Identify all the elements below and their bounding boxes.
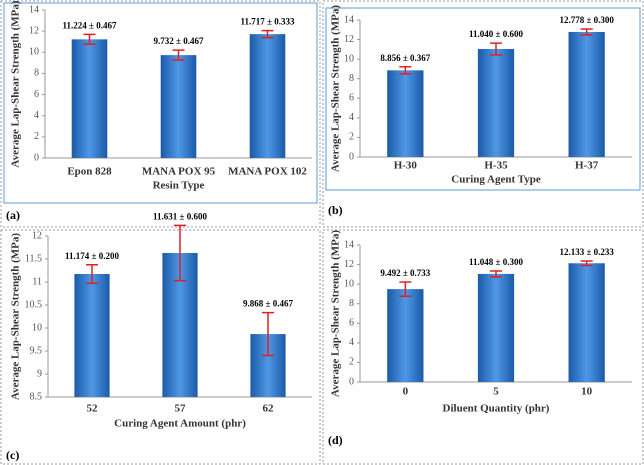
error-bar: [262, 311, 274, 357]
y-tick-label: 9: [37, 368, 42, 379]
y-tick-label: 0: [349, 376, 354, 387]
value-label: 8.856 ± 0.367: [380, 53, 430, 63]
y-tick-label: 0: [349, 151, 354, 162]
value-label: 11.040 ± 0.600: [469, 29, 523, 39]
bar: [477, 273, 515, 382]
x-tick-label: MANA POX 95: [142, 166, 216, 178]
y-tick-label: 9.5: [30, 345, 43, 356]
x-tick-label: 0: [403, 386, 409, 398]
error-bar: [86, 264, 98, 284]
y-tick-label: 11.5: [25, 253, 42, 264]
error-bar: [83, 33, 96, 46]
y-tick-label: 2: [349, 357, 354, 368]
value-label: 9.492 ± 0.733: [380, 268, 430, 278]
panel-frame: [0, 229, 321, 465]
y-tick-label: 2: [349, 132, 354, 143]
x-axis-title: Diluent Quantity (phr): [443, 403, 550, 415]
x-axis-title: Curing Agent Type: [451, 174, 541, 186]
y-tick-label: 8.5: [30, 391, 43, 402]
y-tick-label: 14: [344, 14, 354, 25]
panel-label: (c): [6, 448, 19, 462]
x-axis-title: Curing Agent Amount (phr): [114, 418, 246, 430]
plot-frame: [3, 2, 318, 204]
x-tick-label: 62: [263, 403, 275, 415]
y-tick-label: 12: [29, 25, 39, 36]
y-tick-label: 11: [32, 276, 42, 287]
y-tick-label: 2: [34, 131, 39, 142]
bar: [387, 289, 424, 382]
y-tick-label: 12: [344, 259, 354, 270]
error-bar: [580, 28, 593, 36]
y-tick-label: 10: [344, 278, 354, 289]
x-tick-label: 57: [175, 403, 187, 415]
x-axis-title: Resin Type: [153, 180, 205, 192]
error-bar: [172, 49, 185, 61]
bar: [568, 263, 605, 382]
x-tick-label: Epon 828: [67, 166, 112, 178]
y-tick-label: 10: [32, 322, 42, 333]
value-label: 9.868 ± 0.467: [243, 299, 293, 309]
y-tick-label: 4: [34, 110, 39, 121]
y-tick-label: 4: [349, 112, 354, 123]
value-label: 11.048 ± 0.300: [469, 257, 523, 267]
error-bar: [580, 260, 593, 267]
y-axis-title: Average Lap-Shear Strength (MPa): [10, 233, 22, 400]
y-tick-label: 14: [29, 4, 39, 15]
bar: [71, 39, 108, 159]
y-tick-label: 6: [349, 93, 354, 104]
bar: [568, 31, 605, 157]
y-tick-label: 10: [29, 47, 39, 58]
y-tick-label: 12: [32, 230, 42, 241]
x-tick-label: H-37: [575, 160, 599, 172]
value-label: 11.631 ± 0.600: [153, 211, 207, 221]
bar: [249, 34, 286, 159]
x-tick-label: 52: [87, 403, 99, 415]
panel-frame: [0, 0, 321, 228]
value-label: 11.717 ± 0.333: [241, 17, 295, 27]
x-tick-label: MANA POX 102: [228, 166, 307, 178]
y-tick-label: 8: [34, 68, 39, 79]
x-tick-label: H-30: [394, 160, 418, 172]
panel-frame: [322, 0, 644, 228]
panel-label: (a): [6, 208, 20, 222]
bar: [160, 55, 197, 158]
error-bar: [174, 224, 186, 282]
y-tick-label: 10.5: [25, 299, 43, 310]
value-label: 12.133 ± 0.233: [559, 247, 614, 257]
y-tick-label: 14: [344, 239, 354, 250]
y-tick-label: 12: [344, 34, 354, 45]
y-axis-title: Average Lap-Shear Strength (MPa): [330, 230, 342, 397]
y-axis-title: Average Lap-Shear Strength (MPa): [10, 0, 22, 167]
plot-frame: [325, 7, 641, 191]
y-tick-label: 8: [349, 73, 354, 84]
x-tick-label: H-35: [484, 160, 508, 172]
y-tick-label: 6: [34, 89, 39, 100]
bar: [387, 70, 424, 157]
panel-label: (d): [328, 433, 343, 447]
bar: [74, 273, 110, 397]
error-bar: [261, 29, 274, 39]
error-bar: [490, 270, 502, 278]
x-tick-label: 5: [493, 386, 499, 398]
value-label: 9.732 ± 0.467: [154, 36, 204, 46]
y-axis-title: Average Lap-Shear Strength (MPa): [330, 5, 342, 172]
y-tick-label: 10: [344, 53, 354, 64]
value-label: 11.174 ± 0.200: [65, 251, 119, 261]
error-bar: [399, 281, 412, 298]
panel-frame: [322, 229, 644, 465]
x-tick-label: 10: [581, 386, 593, 398]
y-tick-label: 8: [349, 298, 354, 309]
value-label: 12.778 ± 0.300: [559, 15, 614, 25]
panel-label: (b): [328, 203, 343, 217]
y-tick-label: 0: [34, 152, 39, 163]
error-bar: [399, 65, 412, 75]
y-tick-label: 4: [349, 337, 354, 348]
error-bar: [490, 42, 502, 56]
value-label: 11.224 ± 0.467: [63, 20, 117, 30]
bar: [477, 48, 515, 157]
y-tick-label: 6: [349, 318, 354, 329]
